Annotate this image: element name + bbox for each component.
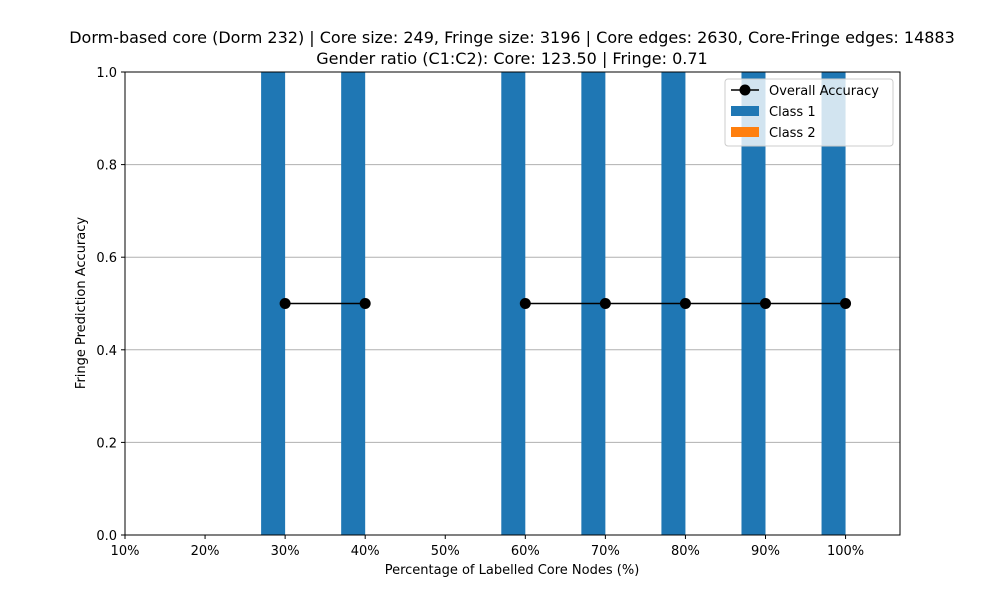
accuracy-point (279, 298, 291, 309)
accuracy-point (599, 298, 611, 309)
accuracy-point (759, 298, 771, 309)
legend-label-class-1: Class 1 (769, 105, 816, 120)
x-tick-label: 20% (191, 544, 220, 559)
legend: Overall Accuracy Class 1 Class 2 (724, 78, 894, 147)
y-tick-label: 0.0 (96, 529, 117, 544)
y-tick-label: 0.8 (96, 159, 117, 174)
x-tick-label: 70% (591, 544, 620, 559)
x-tick-label: 80% (671, 544, 700, 559)
y-axis-ticks: 0.0 0.2 0.4 0.6 0.8 1.0 (96, 66, 125, 544)
plot-area-frame (124, 71, 901, 536)
chart-title-line-2: Gender ratio (C1:C2): Core: 123.50 | Fri… (316, 49, 707, 68)
legend-label-class-2: Class 2 (769, 126, 816, 141)
y-tick-label: 0.2 (96, 436, 117, 451)
accuracy-point (840, 298, 852, 309)
x-tick-label: 30% (271, 544, 300, 559)
x-tick-label: 90% (751, 544, 780, 559)
y-tick-label: 1.0 (96, 66, 117, 81)
x-axis-label: Percentage of Labelled Core Nodes (%) (385, 563, 640, 578)
y-tick-label: 0.6 (96, 251, 117, 266)
accuracy-point (519, 298, 531, 309)
x-tick-label: 50% (431, 544, 460, 559)
accuracy-point (359, 298, 371, 309)
y-axis-label: Fringe Prediction Accuracy (74, 217, 89, 389)
y-tick-label: 0.4 (96, 344, 117, 359)
accuracy-line (279, 298, 852, 309)
accuracy-point (679, 298, 691, 309)
legend-swatch-class-2 (731, 127, 759, 137)
x-tick-label: 100% (827, 544, 864, 559)
legend-swatch-class-1 (731, 106, 759, 116)
x-tick-label: 60% (511, 544, 540, 559)
chart-title-line-1: Dorm-based core (Dorm 232) | Core size: … (69, 28, 955, 47)
legend-frame (724, 78, 894, 147)
x-tick-label: 10% (111, 544, 140, 559)
legend-marker-overall-accuracy (739, 84, 751, 96)
x-tick-label: 40% (351, 544, 380, 559)
legend-label-overall-accuracy: Overall Accuracy (769, 84, 879, 99)
x-axis-ticks: 10% 20% 30% 40% 50% 60% 70% 80% 90% 100% (111, 535, 864, 559)
